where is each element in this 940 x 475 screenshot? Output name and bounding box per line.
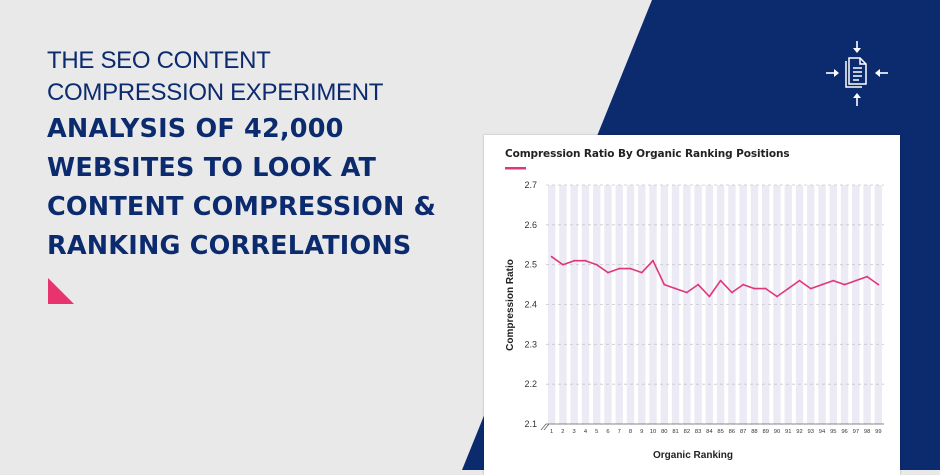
title-underline	[505, 167, 526, 170]
data-point	[832, 279, 835, 282]
data-point	[640, 271, 643, 274]
data-point	[663, 283, 666, 286]
data-point	[618, 267, 621, 270]
x-tick-label: 2	[561, 429, 564, 435]
column-band	[829, 185, 837, 424]
x-tick-label: 97	[853, 429, 859, 435]
data-point	[685, 291, 688, 294]
data-point	[764, 287, 767, 290]
column-band	[649, 185, 657, 424]
data-point	[731, 291, 733, 294]
data-point	[776, 295, 778, 298]
x-tick-label: 1	[550, 429, 553, 435]
data-point	[787, 287, 790, 290]
data-point	[742, 283, 745, 286]
x-tick-label: 8	[629, 429, 632, 435]
data-point	[854, 279, 857, 282]
column-band	[638, 185, 646, 424]
x-tick-label: 89	[762, 429, 768, 435]
y-tick-label: 2.6	[524, 220, 537, 230]
column-band	[570, 185, 578, 424]
x-tick-label: 82	[684, 429, 690, 435]
column-band	[660, 185, 668, 424]
x-tick-label: 9	[640, 429, 643, 435]
x-tick-label: 85	[717, 429, 723, 435]
series-line	[551, 256, 879, 298]
data-point	[595, 263, 598, 266]
data-point	[607, 271, 609, 274]
subtitle-line-2: COMPRESSION EXPERIMENT	[47, 79, 384, 106]
y-tick-label: 2.5	[524, 260, 537, 270]
column-band	[750, 185, 759, 424]
x-tick-label: 94	[819, 429, 826, 435]
data-point	[719, 279, 722, 282]
column-band	[762, 185, 770, 424]
x-tick-label: 10	[650, 429, 656, 435]
column-band	[547, 185, 556, 424]
x-tick-label: 7	[618, 429, 621, 435]
data-point	[821, 283, 823, 286]
x-tick-label: 5	[595, 429, 598, 435]
title-line-2: WEBSITES TO LOOK AT	[47, 153, 377, 183]
column-band	[671, 185, 680, 424]
data-point	[674, 287, 677, 290]
y-tick-label: 2.4	[524, 300, 537, 310]
x-tick-label: 6	[606, 429, 609, 435]
x-tick-label: 96	[841, 429, 847, 435]
x-tick-label: 87	[740, 429, 746, 435]
column-band	[739, 185, 747, 424]
headline-block: THE SEO CONTENT COMPRESSION EXPERIMENT A…	[47, 45, 467, 265]
y-tick-label: 2.3	[524, 339, 537, 349]
column-band	[728, 185, 736, 424]
x-tick-label: 83	[695, 429, 701, 435]
title-line-4: RANKING CORRELATIONS	[47, 231, 412, 261]
x-tick-label: 81	[672, 429, 678, 435]
data-point	[562, 263, 564, 266]
x-tick-label: 98	[864, 429, 870, 435]
data-point	[697, 283, 699, 286]
triangle-marker-icon	[48, 278, 74, 304]
x-tick-label: 92	[796, 429, 802, 435]
title-line-3: CONTENT COMPRESSION &	[47, 192, 437, 222]
column-band	[863, 185, 871, 424]
data-point	[809, 287, 812, 290]
chart-title: Compression Ratio By Organic Ranking Pos…	[505, 148, 790, 160]
title-line-1: ANALYSIS OF 42,000	[47, 114, 344, 144]
y-axis-label: Compression Ratio	[505, 259, 516, 351]
x-tick-label: 80	[661, 429, 667, 435]
x-tick-label: 84	[706, 429, 713, 435]
x-tick-label: 99	[875, 429, 881, 435]
column-band	[840, 185, 849, 424]
x-axis-label: Organic Ranking	[653, 450, 733, 461]
data-point	[843, 283, 846, 286]
data-point	[652, 259, 654, 262]
axis-break-icon	[540, 423, 550, 431]
x-tick-label: 90	[774, 429, 780, 435]
data-point	[708, 295, 711, 298]
data-point	[753, 287, 756, 290]
y-tick-label: 2.7	[524, 180, 537, 190]
x-tick-label: 91	[785, 429, 791, 435]
data-point	[798, 279, 801, 282]
x-tick-label: 3	[573, 429, 576, 435]
data-point	[573, 259, 576, 262]
x-tick-label: 88	[751, 429, 757, 435]
column-band	[559, 185, 567, 424]
data-point	[866, 275, 868, 278]
column-band	[581, 185, 590, 424]
x-tick-label: 4	[584, 429, 588, 435]
y-tick-label: 2.1	[524, 419, 537, 429]
data-point	[584, 259, 587, 262]
y-tick-label: 2.2	[524, 379, 537, 389]
column-band	[852, 185, 860, 424]
x-tick-label: 95	[830, 429, 836, 435]
data-point	[877, 283, 880, 286]
x-tick-label: 86	[729, 429, 735, 435]
document-compress-icon	[826, 41, 888, 106]
subtitle-line-1: THE SEO CONTENT	[47, 47, 271, 74]
data-point	[550, 255, 553, 258]
x-tick-label: 93	[808, 429, 814, 435]
data-point	[629, 267, 632, 270]
